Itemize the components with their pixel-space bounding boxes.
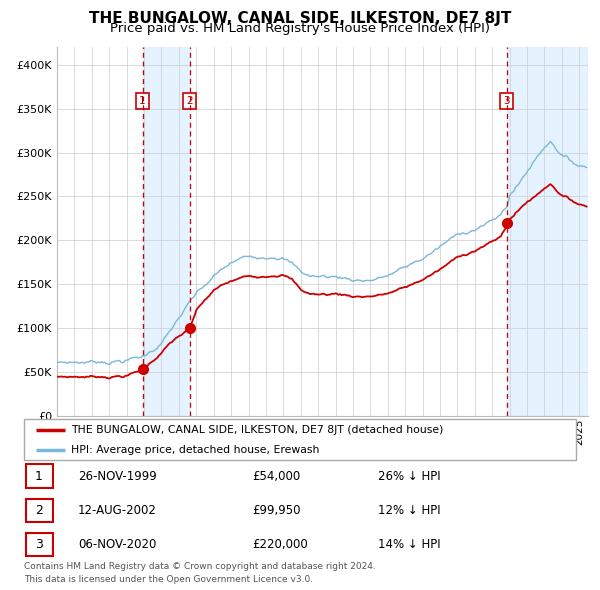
Text: £54,000: £54,000 xyxy=(252,470,300,483)
Text: 12-AUG-2002: 12-AUG-2002 xyxy=(78,504,157,517)
Text: 14% ↓ HPI: 14% ↓ HPI xyxy=(378,538,440,551)
Bar xyxy=(507,47,588,416)
Text: 2: 2 xyxy=(35,504,43,517)
Bar xyxy=(143,47,190,416)
Text: 2: 2 xyxy=(186,96,193,106)
Text: This data is licensed under the Open Government Licence v3.0.: This data is licensed under the Open Gov… xyxy=(24,575,313,584)
Text: £220,000: £220,000 xyxy=(252,538,308,551)
FancyBboxPatch shape xyxy=(25,533,53,556)
Text: 1: 1 xyxy=(35,470,43,483)
FancyBboxPatch shape xyxy=(25,464,53,488)
FancyBboxPatch shape xyxy=(25,499,53,522)
Text: 3: 3 xyxy=(503,96,510,106)
Text: 12% ↓ HPI: 12% ↓ HPI xyxy=(378,504,440,517)
Text: Contains HM Land Registry data © Crown copyright and database right 2024.: Contains HM Land Registry data © Crown c… xyxy=(24,562,376,571)
Text: 3: 3 xyxy=(35,538,43,551)
Text: THE BUNGALOW, CANAL SIDE, ILKESTON, DE7 8JT: THE BUNGALOW, CANAL SIDE, ILKESTON, DE7 … xyxy=(89,11,511,25)
FancyBboxPatch shape xyxy=(24,419,576,460)
Text: THE BUNGALOW, CANAL SIDE, ILKESTON, DE7 8JT (detached house): THE BUNGALOW, CANAL SIDE, ILKESTON, DE7 … xyxy=(71,425,443,435)
Text: 1: 1 xyxy=(139,96,146,106)
Text: 06-NOV-2020: 06-NOV-2020 xyxy=(78,538,157,551)
Text: Price paid vs. HM Land Registry's House Price Index (HPI): Price paid vs. HM Land Registry's House … xyxy=(110,22,490,35)
Text: 26-NOV-1999: 26-NOV-1999 xyxy=(78,470,157,483)
Text: 26% ↓ HPI: 26% ↓ HPI xyxy=(378,470,440,483)
Text: £99,950: £99,950 xyxy=(252,504,301,517)
Text: HPI: Average price, detached house, Erewash: HPI: Average price, detached house, Erew… xyxy=(71,445,319,455)
